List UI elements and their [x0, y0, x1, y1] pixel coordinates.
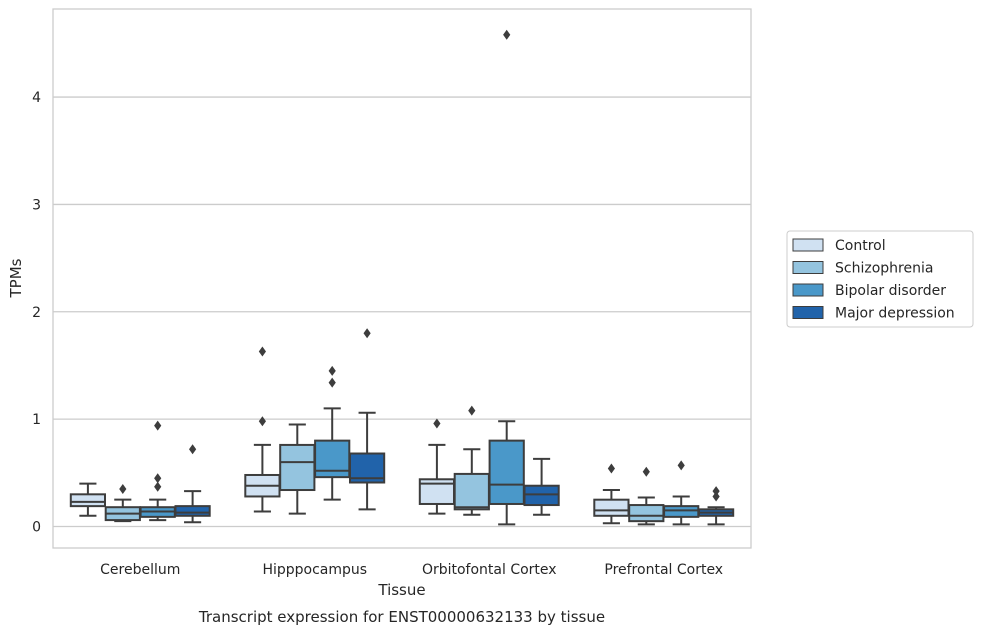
box-3-1	[628, 466, 665, 526]
legend: Control Schizophrenia Bipolar disorder Majo…	[786, 230, 974, 328]
grid-lines	[53, 96, 751, 528]
box-2-3	[523, 457, 560, 516]
y-axis-label: TPMs	[7, 258, 25, 298]
plot-area-background	[53, 9, 751, 548]
box-0-1	[104, 483, 141, 523]
legend-label: Control	[835, 238, 886, 254]
x-tick-label: Orbitofontal Cortex	[422, 562, 557, 578]
legend-swatch	[792, 306, 824, 319]
box-iqr	[663, 505, 700, 518]
plot-frame	[52, 8, 752, 549]
outlier-point	[154, 473, 162, 484]
outlier-point	[119, 483, 127, 494]
box-1-3	[348, 328, 386, 511]
box-iqr	[593, 498, 630, 517]
outlier-point	[712, 491, 720, 502]
legend-swatch	[792, 238, 824, 252]
box-0-2	[139, 420, 176, 522]
y-tick-label: 1	[32, 412, 41, 428]
x-tick-label: Hipppocampus	[262, 562, 367, 578]
legend-frame	[786, 230, 974, 328]
legend-label: Major depression	[835, 306, 955, 322]
y-tick-label: 3	[32, 197, 41, 213]
y-tick-labels: 0 1 2 3 4	[32, 90, 41, 535]
outlier-point	[258, 346, 266, 357]
outlier-point	[677, 460, 685, 471]
outlier-point	[258, 416, 266, 427]
outlier-point	[154, 481, 162, 492]
box-iqr	[279, 443, 316, 492]
box-3-3	[697, 486, 735, 526]
box-groups	[69, 29, 735, 526]
outlier-point	[468, 405, 476, 416]
outlier-point	[642, 466, 650, 477]
legend-label: Schizophrenia	[835, 261, 933, 277]
x-axis-label: Tissue	[377, 581, 425, 599]
box-iqr	[523, 484, 560, 507]
y-tick-label: 4	[32, 90, 41, 106]
box-0-3	[174, 444, 211, 524]
box-2-0	[418, 418, 456, 515]
outlier-point	[363, 328, 371, 339]
legend-label: Bipolar disorder	[835, 283, 946, 299]
y-tick-label: 2	[32, 305, 41, 321]
outlier-point	[328, 377, 336, 388]
outlier-point	[154, 420, 162, 431]
outlier-point	[607, 463, 615, 474]
x-tick-labels: Cerebellum Hipppocampus Orbitofontal Corte…	[100, 562, 723, 578]
legend-swatch	[792, 261, 824, 274]
outlier-point	[712, 486, 720, 497]
x-tick-label: Cerebellum	[100, 562, 180, 578]
box-iqr	[174, 505, 211, 517]
chart-caption: Transcript expression for ENST0000063213…	[198, 608, 605, 626]
outlier-point	[328, 365, 336, 376]
box-iqr	[628, 504, 665, 523]
box-0-0	[69, 482, 107, 517]
y-tick-label: 0	[32, 520, 41, 536]
outlier-point	[503, 29, 511, 40]
box-2-2	[488, 29, 525, 526]
outlier-point	[433, 418, 441, 429]
x-tick-label: Prefrontal Cortex	[604, 562, 723, 578]
box-3-2	[663, 460, 700, 526]
box-iqr	[453, 472, 490, 511]
legend-swatch	[792, 283, 824, 297]
legend-items: Control Schizophrenia Bipolar disorder Majo…	[792, 238, 955, 322]
outlier-point	[189, 444, 197, 455]
box-1-2	[314, 365, 351, 501]
box-3-0	[593, 463, 630, 525]
box-iqr	[488, 439, 525, 505]
box-iqr	[69, 493, 107, 508]
